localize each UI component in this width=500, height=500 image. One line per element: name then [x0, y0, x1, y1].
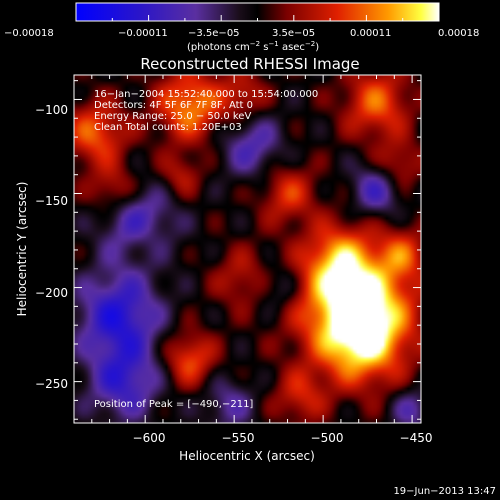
colorbar-tick-label: 3.5e−05: [272, 28, 315, 39]
colorbar-tick-label: −3.5e−05: [188, 28, 240, 39]
x-tick-label: −550: [222, 431, 255, 445]
y-axis-label: Heliocentric Y (arcsec): [15, 182, 29, 317]
colorbar-unit-label: (photons cm−2 s−1 asec−2): [187, 40, 319, 53]
info-line-time: 16−Jan−2004 15:52:40.000 to 15:54:00.000: [94, 89, 318, 100]
axis-ticks: [73, 75, 421, 423]
x-tick-label: −600: [133, 431, 166, 445]
chart-title: Reconstructed RHESSI Image: [140, 55, 359, 73]
y-tick-label: −200: [35, 286, 68, 300]
y-tick-label: −150: [35, 194, 68, 208]
x-tick-label: −450: [400, 431, 433, 445]
info-line-clean: Clean Total counts: 1.20E+03: [94, 122, 242, 133]
colorbar-ticks: [75, 15, 440, 21]
colorbar-tick-label: −0.00011: [118, 28, 168, 39]
heatmap-image: [74, 75, 421, 423]
colorbar-tick-label: −0.00018: [4, 28, 54, 39]
info-line-energy: Energy Range: 25.0 − 50.0 keV: [94, 111, 251, 122]
plot-frame: [73, 74, 422, 424]
colorbar-tick-label: 0.00018: [438, 28, 479, 39]
footer-timestamp: 19−Jun−2013 13:47: [393, 486, 496, 497]
y-tick-label: −250: [35, 377, 68, 391]
y-tick-label: −100: [35, 103, 68, 117]
x-tick-label: −500: [311, 431, 344, 445]
info-line-detectors: Detectors: 4F 5F 6F 7F 8F, Att 0: [94, 100, 253, 111]
colorbar-tick-label: 0.00011: [350, 28, 391, 39]
peak-position-label: Position of Peak = [−490,−211]: [94, 399, 253, 410]
x-axis-label: Heliocentric X (arcsec): [179, 449, 315, 463]
